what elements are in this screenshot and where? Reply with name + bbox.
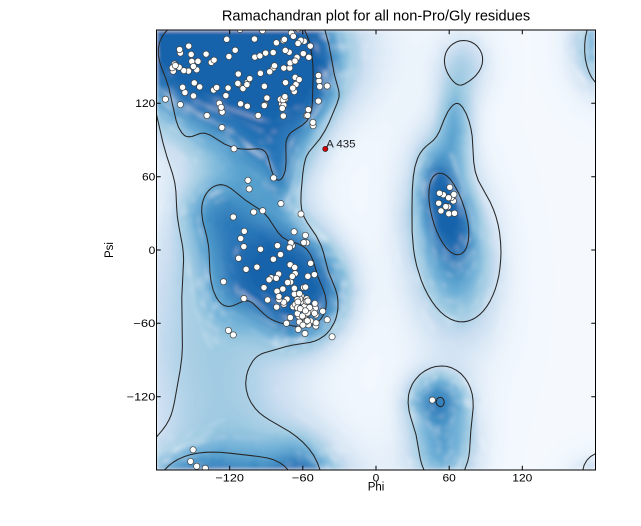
svg-text:Phi: Phi (368, 482, 385, 494)
svg-text:60: 60 (443, 472, 456, 484)
svg-text:0: 0 (149, 245, 156, 257)
svg-text:−60: −60 (292, 472, 314, 484)
svg-text:A 435: A 435 (326, 139, 356, 151)
svg-text:120: 120 (512, 472, 532, 484)
svg-text:−120: −120 (215, 472, 244, 484)
svg-text:0: 0 (373, 472, 380, 484)
svg-text:−120: −120 (127, 392, 156, 404)
svg-text:Psi: Psi (104, 242, 116, 258)
svg-text:60: 60 (142, 172, 155, 184)
svg-text:Ramachandran plot for all non-: Ramachandran plot for all non-Pro/Gly re… (222, 9, 530, 25)
svg-text:120: 120 (135, 98, 155, 110)
svg-text:−60: −60 (133, 318, 155, 330)
